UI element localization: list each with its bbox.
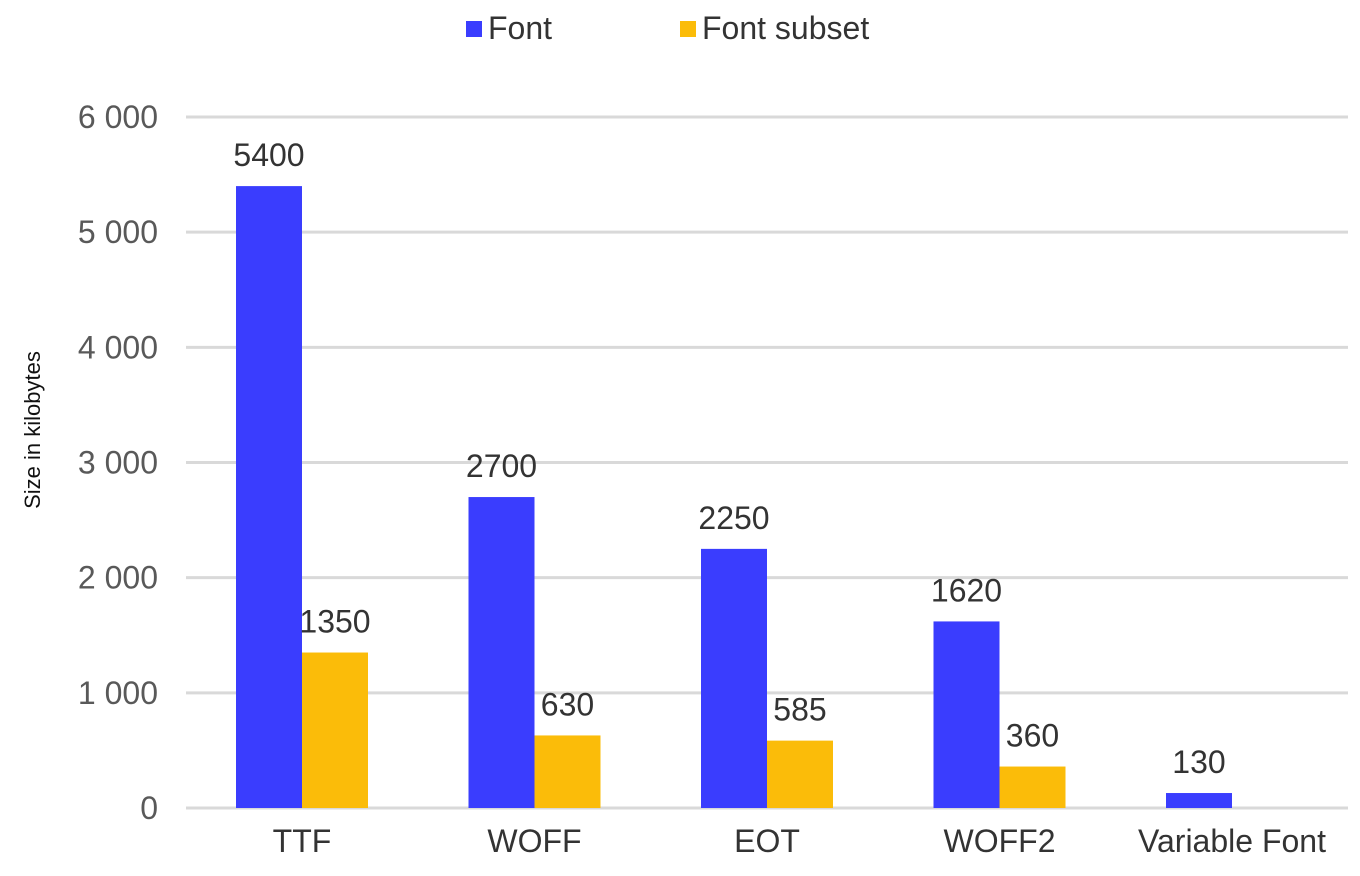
bars xyxy=(236,186,1232,809)
bar-font xyxy=(701,548,767,808)
y-tick-label: 0 xyxy=(140,790,158,826)
legend-item-font: Font xyxy=(466,10,552,47)
x-tick-label: WOFF2 xyxy=(944,823,1056,859)
x-axis-ticks: TTF WOFF EOT WOFF2 Variable Font xyxy=(273,823,1326,859)
x-tick-label: EOT xyxy=(734,823,800,859)
data-label: 130 xyxy=(1172,744,1225,780)
bar-font xyxy=(468,497,535,808)
y-tick-label: 6 000 xyxy=(78,99,158,135)
bar-font-subset xyxy=(767,740,833,808)
x-tick-label: TTF xyxy=(273,823,332,859)
data-label: 2250 xyxy=(698,500,769,536)
legend-label-font: Font xyxy=(488,10,553,46)
data-label: 585 xyxy=(773,692,826,728)
data-label: 1620 xyxy=(931,572,1002,608)
y-axis-ticks: 0 1 000 2 000 3 000 4 000 5 000 6 000 xyxy=(78,99,158,826)
y-tick-label: 5 000 xyxy=(78,214,158,250)
data-label: 1350 xyxy=(299,604,370,640)
legend-item-font-subset: Font subset xyxy=(680,10,869,47)
x-tick-label: Variable Font xyxy=(1138,823,1326,859)
data-label: 2700 xyxy=(466,448,537,484)
bar-font xyxy=(933,621,1000,808)
y-tick-label: 2 000 xyxy=(78,560,158,596)
legend-label-font-subset: Font subset xyxy=(702,10,870,46)
bar-font xyxy=(236,186,302,809)
y-axis-title: Size in kilobytes xyxy=(20,351,45,509)
data-label: 5400 xyxy=(233,137,304,173)
legend-swatch-font-subset xyxy=(680,20,696,37)
bar-font-subset xyxy=(302,652,368,808)
legend: Font Font subset xyxy=(0,10,1360,50)
x-tick-label: WOFF xyxy=(487,823,581,859)
data-label: 360 xyxy=(1006,718,1059,754)
bar-font-subset xyxy=(999,766,1066,808)
legend-swatch-font xyxy=(466,20,482,37)
y-tick-label: 3 000 xyxy=(78,445,158,481)
y-tick-label: 4 000 xyxy=(78,329,158,365)
y-tick-label: 1 000 xyxy=(78,675,158,711)
bar-font-subset xyxy=(534,735,601,808)
bar-font xyxy=(1166,793,1232,808)
data-label: 630 xyxy=(541,686,594,722)
data-labels: 5400 1350 2700 630 2250 585 1620 360 130 xyxy=(233,137,1225,780)
